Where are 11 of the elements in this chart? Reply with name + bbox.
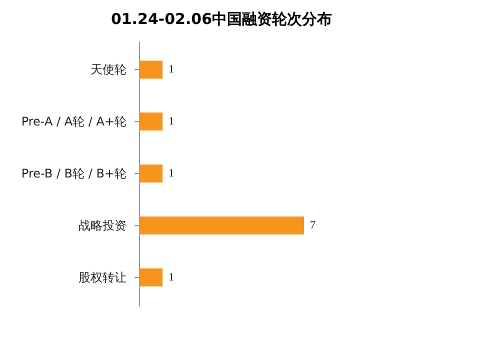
y-tick-label: 股权转让	[78, 270, 126, 284]
y-tick-label: Pre-B / B轮 / B+轮	[21, 166, 126, 180]
data-label: 1	[168, 168, 174, 180]
data-label: 1	[168, 116, 174, 128]
chart-title: 01.24-02.06中国融资轮次分布	[110, 10, 332, 28]
data-label: 1	[168, 64, 174, 76]
y-tick-label: 战略投资	[78, 218, 126, 232]
data-label: 7	[310, 219, 316, 232]
y-tick-label: Pre-A / A轮 / A+轮	[21, 114, 126, 129]
data-label: 1	[168, 271, 174, 284]
y-tick-label: 天使轮	[90, 62, 126, 77]
